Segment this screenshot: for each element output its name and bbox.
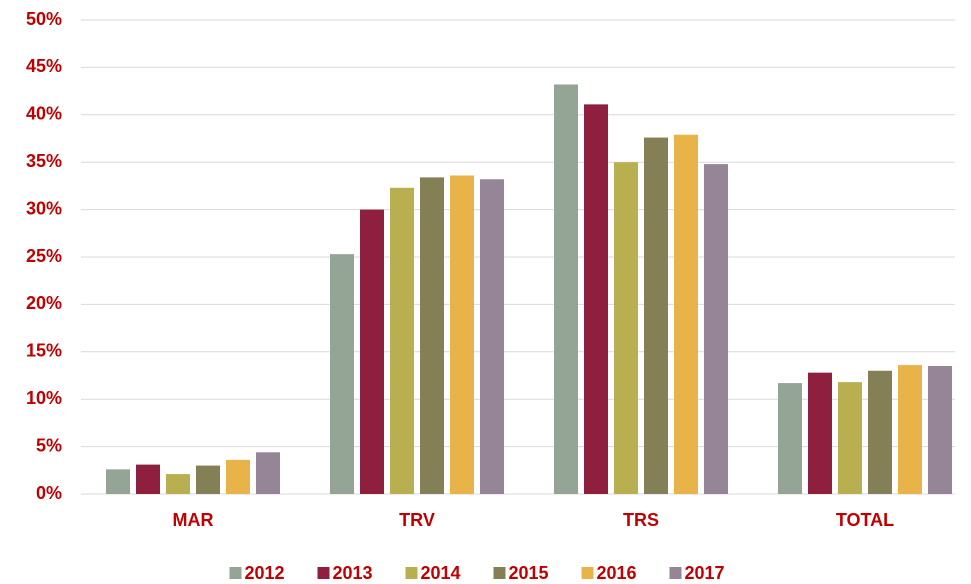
y-tick-label: 10% [26,388,62,408]
bar [166,474,190,494]
legend-marker [317,567,330,579]
x-tick-label: TOTAL [836,510,894,530]
bar [554,84,578,495]
legend-marker [493,567,506,579]
y-tick-label: 40% [26,104,62,124]
legend-marker [229,567,242,579]
bar [674,134,698,494]
legend-label: 2016 [597,563,637,583]
bar [196,465,220,494]
bar [256,452,280,494]
bar [480,179,504,494]
bar [360,209,384,494]
legend-marker [405,567,418,579]
bar [898,365,922,494]
y-tick-label: 0% [36,483,62,503]
y-tick-label: 35% [26,151,62,171]
legend-marker [669,567,682,579]
y-tick-label: 15% [26,341,62,361]
bar [644,137,668,494]
y-tick-label: 30% [26,198,62,218]
bar [838,382,862,494]
legend-label: 2012 [245,563,285,583]
bar [136,464,160,494]
bar [450,175,474,495]
x-tick-label: TRS [623,510,659,530]
bar [226,459,250,494]
y-tick-label: 20% [26,293,62,313]
x-tick-label: TRV [399,510,435,530]
y-tick-label: 5% [36,435,62,455]
y-tick-label: 25% [26,246,62,266]
bar [584,104,608,494]
bar [868,370,892,494]
bar [614,162,638,494]
bar [106,469,130,494]
y-tick-label: 45% [26,56,62,76]
bar [330,254,354,494]
bar [704,164,728,494]
legend-label: 2015 [509,563,549,583]
bar [778,383,802,494]
bar [390,187,414,494]
legend-label: 2014 [421,563,461,583]
y-tick-label: 50% [26,9,62,29]
bar [420,177,444,495]
bar [808,372,832,494]
bar [928,366,952,494]
x-tick-label: MAR [173,510,214,530]
legend-label: 2013 [333,563,373,583]
legend-label: 2017 [685,563,725,583]
legend-marker [581,567,594,579]
